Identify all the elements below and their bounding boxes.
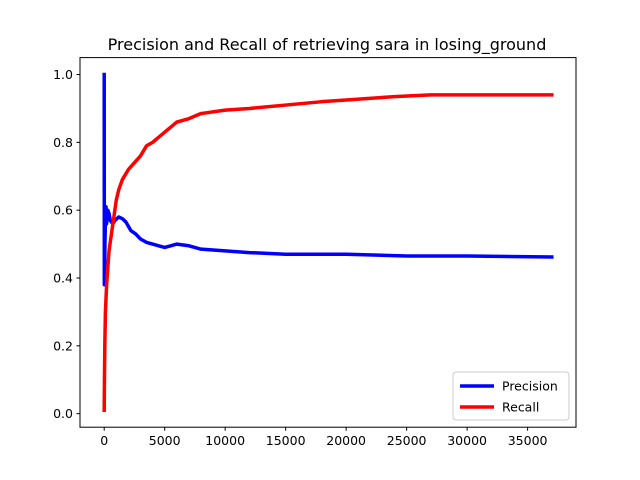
x-tick-label: 20000 — [326, 433, 366, 448]
x-tick-label: 25000 — [387, 433, 427, 448]
chart-title: Precision and Recall of retrieving sara … — [108, 35, 547, 55]
x-tick-label: 35000 — [508, 433, 548, 448]
x-tick-label: 15000 — [266, 433, 306, 448]
y-axis: 0.0 0.2 0.4 0.6 0.8 1.0 — [53, 67, 80, 421]
x-tick-label: 0 — [100, 433, 108, 448]
legend-recall-label: Recall — [502, 400, 539, 415]
x-axis: 0 5000 10000 15000 20000 25000 30000 35000 — [100, 427, 548, 448]
plot-frame — [79, 57, 577, 428]
precision-line — [102, 72, 554, 287]
series-layer — [102, 72, 554, 413]
y-tick-label: 0.2 — [53, 338, 73, 353]
x-tick-label: 5000 — [149, 433, 181, 448]
y-tick-label: 0.8 — [53, 135, 73, 150]
x-tick-label: 10000 — [205, 433, 245, 448]
x-tick-label: 30000 — [447, 433, 487, 448]
y-tick-label: 1.0 — [53, 67, 73, 82]
y-tick-label: 0.0 — [53, 406, 73, 421]
recall-line — [102, 93, 554, 413]
y-tick-label: 0.6 — [53, 203, 73, 218]
legend: Precision Recall — [452, 371, 570, 421]
legend-precision-label: Precision — [502, 379, 558, 394]
y-tick-label: 0.4 — [53, 271, 73, 286]
